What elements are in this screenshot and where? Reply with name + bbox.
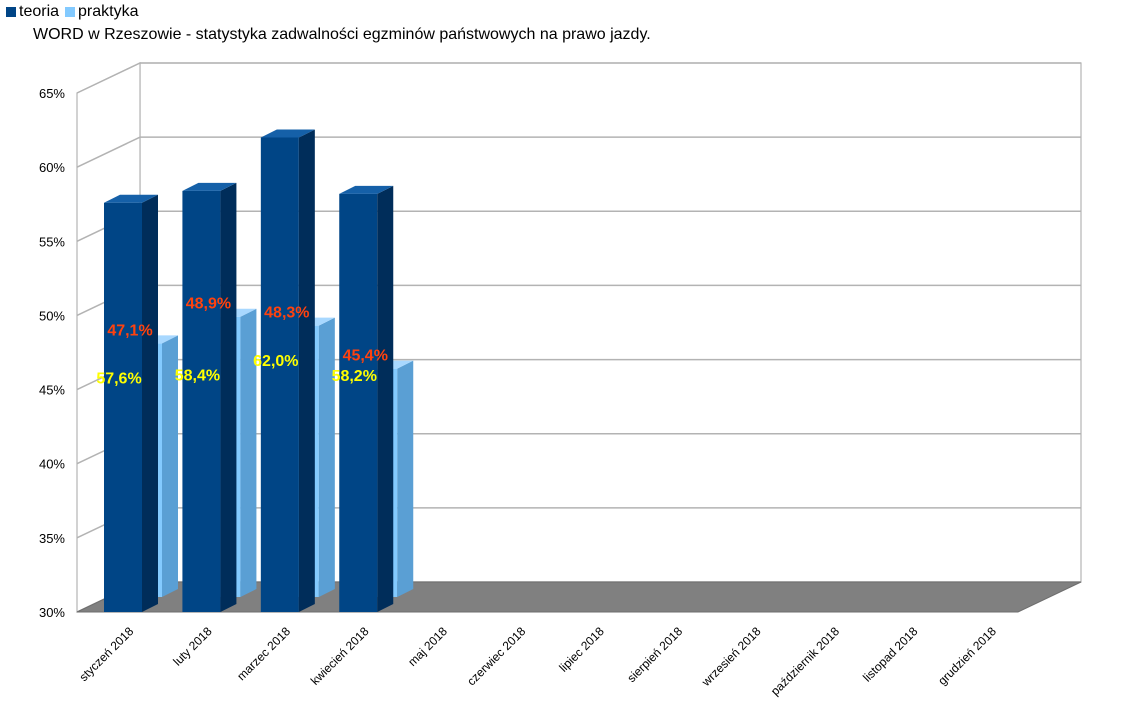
y-axis-ticks: 30% 35% 40% 45% 50% 55% 60% 65% <box>39 86 65 620</box>
bar-teoria-side <box>298 129 315 612</box>
data-label-praktyka: 47,1% <box>107 322 152 339</box>
data-label-teoria: 57,6% <box>96 370 141 387</box>
gridline <box>76 136 1081 168</box>
bar-teoria-front <box>182 190 221 612</box>
gridline <box>76 62 1081 94</box>
bar-teoria-top <box>260 129 315 138</box>
x-tick-label: wrzesień 2018 <box>698 624 764 690</box>
bar-teoria-side <box>142 194 158 612</box>
bar-teoria-top <box>104 194 158 203</box>
legend-label-praktyka: praktyka <box>78 3 139 20</box>
data-label-praktyka: 48,3% <box>264 305 309 322</box>
y-tick-label: 35% <box>39 531 65 546</box>
data-label-teoria: 58,2% <box>332 368 377 385</box>
bar-praktyka-side <box>318 317 335 597</box>
x-tick-label: luty 2018 <box>170 624 215 669</box>
y-tick-label: 40% <box>39 457 65 472</box>
bar-praktyka-side <box>162 335 178 597</box>
bar-praktyka-side <box>397 360 414 597</box>
x-axis-ticks: styczeń 2018 luty 2018 marzec 2018 kwiecień… <box>76 624 999 698</box>
data-labels: 47,1% 48,9% 48,3% 45,4% 57,6% 58,4% 62,0% 58,2% <box>96 296 388 388</box>
x-tick-label: październik 2018 <box>768 624 842 698</box>
bar-teoria-top <box>339 185 394 194</box>
legend-item-praktyka: praktyka <box>65 3 139 21</box>
x-tick-label: lipiec 2018 <box>556 624 607 675</box>
x-tick-label: styczeń 2018 <box>76 624 136 684</box>
data-label-teoria: 62,0% <box>253 353 298 370</box>
chart-title: WORD w Rzeszowie - statystyka zadwalnośc… <box>33 26 651 43</box>
x-tick-label: czerwiec 2018 <box>464 624 528 688</box>
bar-praktyka-side <box>240 308 257 597</box>
bar-teoria-front <box>339 193 378 612</box>
legend-swatch-praktyka <box>65 7 76 17</box>
x-tick-label: grudzień 2018 <box>935 624 999 688</box>
bar-teoria-side <box>377 185 394 612</box>
x-tick-label: listopad 2018 <box>860 624 921 685</box>
bar-teoria-front <box>260 137 299 612</box>
y-tick-label: 65% <box>39 86 65 101</box>
bar-teoria <box>260 129 315 612</box>
y-tick-label: 50% <box>39 308 65 323</box>
y-tick-label: 45% <box>39 383 65 398</box>
bar-teoria-front <box>104 202 142 612</box>
y-tick-label: 60% <box>39 160 65 175</box>
bars <box>104 129 414 612</box>
legend-swatch-teoria <box>6 7 16 17</box>
data-label-praktyka: 48,9% <box>186 296 231 313</box>
y-tick-label: 55% <box>39 234 65 249</box>
bar-teoria-top <box>182 182 237 191</box>
bar-teoria <box>104 194 158 612</box>
x-tick-label: marzec 2018 <box>234 624 293 683</box>
x-tick-label: kwiecień 2018 <box>308 624 372 688</box>
bar-teoria <box>182 182 237 612</box>
data-label-praktyka: 45,4% <box>343 348 388 365</box>
x-tick-label: maj 2018 <box>405 624 450 669</box>
data-label-teoria: 58,4% <box>175 367 220 384</box>
legend: teoria praktyka <box>6 3 145 21</box>
y-tick-label: 30% <box>39 605 65 620</box>
legend-label-teoria: teoria <box>19 3 60 20</box>
bar-teoria-side <box>220 182 237 612</box>
x-tick-label: sierpień 2018 <box>624 624 685 685</box>
bar-teoria <box>339 185 394 612</box>
legend-item-teoria: teoria <box>6 3 59 21</box>
